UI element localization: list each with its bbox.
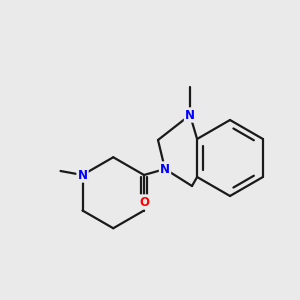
Text: N: N — [160, 163, 170, 176]
Text: N: N — [77, 169, 88, 182]
Text: O: O — [139, 196, 149, 208]
Text: N: N — [185, 109, 195, 122]
